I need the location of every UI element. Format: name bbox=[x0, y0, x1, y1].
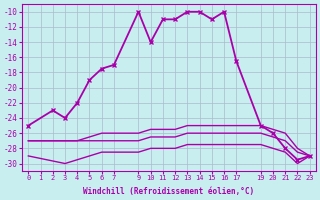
X-axis label: Windchill (Refroidissement éolien,°C): Windchill (Refroidissement éolien,°C) bbox=[84, 187, 255, 196]
